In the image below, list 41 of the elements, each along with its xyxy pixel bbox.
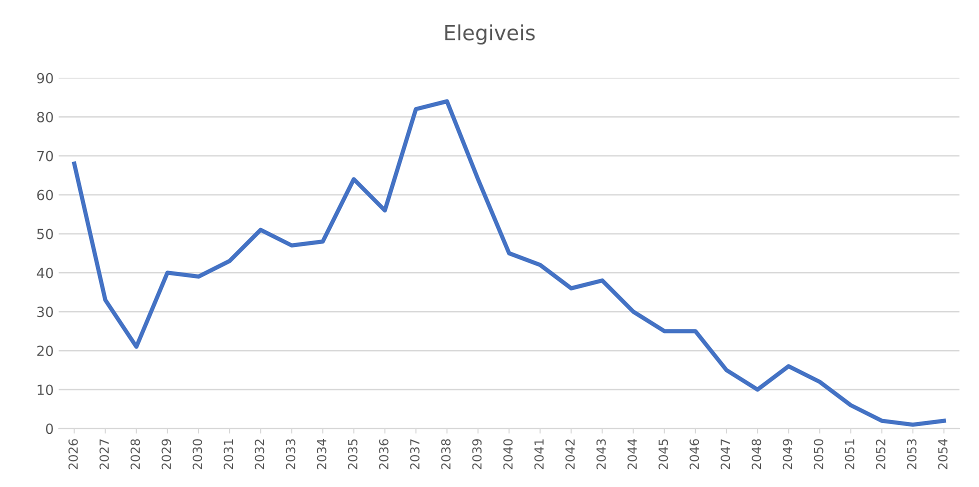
x-tick-label: 2053 [907, 439, 916, 470]
x-tick-label: 2039 [472, 439, 482, 470]
line-series [72, 99, 946, 427]
x-tick-label: 2043 [596, 439, 606, 470]
x-tick-label: 2051 [844, 439, 854, 470]
x-tick-label: 2044 [627, 438, 637, 470]
x-tick-label: 2034 [316, 438, 326, 470]
x-tick-label: 2032 [254, 440, 264, 470]
y-tick-label: 30 [37, 306, 53, 318]
x-tick-label: 2029 [162, 439, 172, 470]
y-tick-label: 0 [46, 424, 53, 434]
x-tick-label: 2047 [720, 439, 730, 470]
y-tick-label: 10 [38, 384, 53, 396]
y-tick-label: 50 [37, 228, 53, 240]
x-tick-label: 2031 [224, 439, 234, 470]
x-tick-label: 2035 [348, 439, 358, 470]
x-tick-label: 2040 [503, 439, 513, 470]
x-tick-label: 2042 [565, 440, 575, 470]
y-tick-label: 40 [36, 268, 53, 278]
x-tick-label: 2036 [379, 439, 388, 470]
x-tick-label: 2030 [192, 439, 202, 470]
x-tick-label: 2037 [410, 439, 420, 470]
x-tick-label: 2049 [782, 439, 792, 470]
x-tick-label: 2028 [130, 439, 140, 470]
x-tick-label: 2046 [690, 439, 700, 470]
x-tick-label: 2033 [286, 439, 296, 470]
x-tick-label: 2054 [938, 438, 948, 470]
x-tick-label: 2026 [68, 439, 78, 470]
x-tick-label: 2038 [441, 439, 451, 470]
x-tick-label: 2050 [814, 439, 824, 470]
chart-title: Elegiveis [445, 24, 535, 45]
y-tick-label: 70 [37, 150, 53, 162]
y-tick-label: 60 [37, 190, 53, 200]
x-tick-label: 2052 [876, 440, 886, 470]
x-tick-label: 2045 [658, 439, 668, 470]
y-tick-label: 90 [37, 72, 53, 84]
y-tick-label: 80 [37, 112, 53, 122]
x-tick-label: 2027 [100, 439, 109, 470]
x-tick-label: 2041 [534, 439, 544, 470]
x-tick-label: 2048 [752, 439, 762, 470]
y-tick-label: 20 [37, 346, 53, 356]
